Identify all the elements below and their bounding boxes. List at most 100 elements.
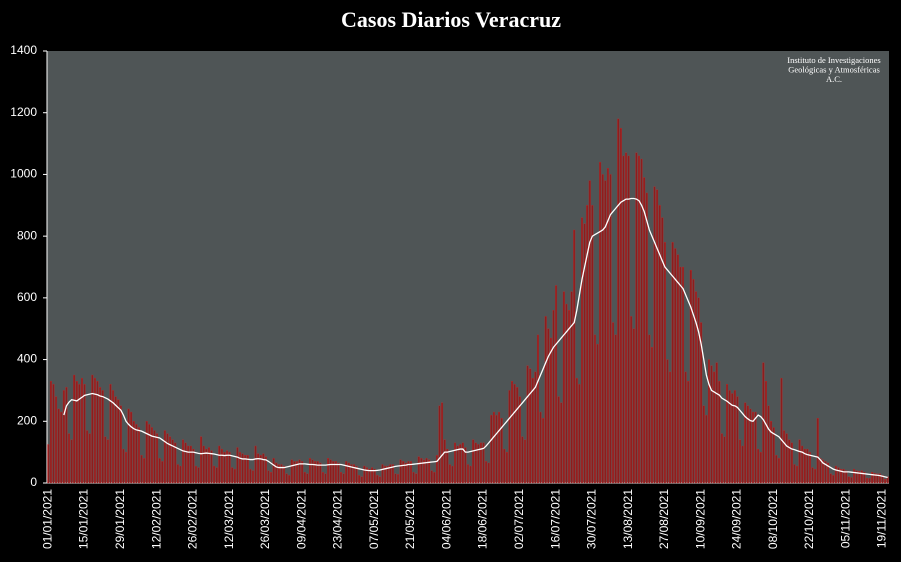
y-tick-label: 200 (17, 413, 37, 427)
bar (467, 464, 469, 484)
bar (314, 461, 317, 484)
bar (347, 462, 350, 484)
bar (340, 472, 343, 484)
bar (438, 405, 441, 484)
x-tick-label: 01/01/2021 (40, 489, 54, 549)
bar (254, 445, 257, 484)
bar (788, 439, 791, 484)
bar (420, 458, 423, 484)
bar (772, 427, 775, 484)
bar (741, 445, 744, 484)
bar (588, 180, 591, 484)
bar (692, 279, 695, 484)
bar (617, 118, 620, 484)
bar (593, 334, 596, 484)
bar (308, 458, 311, 484)
annotation: Instituto de Investigaciones (787, 55, 880, 65)
x-tick-label: 04/06/2021 (439, 489, 453, 549)
bar (365, 467, 368, 484)
bar (283, 465, 286, 484)
bar (386, 465, 389, 484)
bar (220, 448, 223, 484)
bar (539, 411, 542, 484)
bar (70, 439, 73, 484)
bar (853, 468, 856, 484)
bar (656, 189, 659, 484)
x-tick-label: 07/05/2021 (367, 489, 381, 549)
bar (425, 458, 428, 484)
bar (389, 464, 392, 484)
bar (150, 427, 153, 484)
bar (627, 155, 630, 484)
bar (689, 269, 692, 484)
bar (578, 384, 581, 484)
bar (161, 461, 164, 484)
bar (62, 390, 65, 484)
chart-title: Casos Diarios Veracruz (341, 7, 561, 32)
bar (99, 387, 102, 484)
bar (125, 451, 127, 484)
bar (244, 455, 247, 484)
bar (570, 291, 573, 484)
x-tick-label: 13/08/2021 (621, 489, 635, 549)
bar (73, 374, 76, 484)
bar (713, 371, 716, 484)
bar (840, 468, 843, 484)
bar (863, 472, 866, 484)
moving-average-line (63, 197, 888, 479)
bar (246, 455, 249, 484)
bar (829, 473, 832, 484)
bar (223, 451, 226, 484)
x-tick-label: 12/03/2021 (222, 489, 236, 549)
bar (777, 458, 780, 484)
bar (871, 472, 874, 484)
bar (599, 161, 602, 484)
y-tick-label: 0 (30, 475, 37, 489)
bar (52, 384, 55, 484)
bar (360, 476, 363, 484)
bar (306, 473, 309, 484)
bar (298, 459, 301, 484)
bar (228, 451, 231, 484)
bar (487, 462, 490, 484)
bar (316, 461, 319, 484)
bar (500, 418, 503, 484)
annotation: Geológicas y Atmosféricas (788, 64, 880, 74)
bar (669, 371, 672, 484)
bar (635, 152, 638, 484)
bar (710, 365, 713, 484)
bar (399, 459, 402, 484)
y-tick-label: 1400 (10, 43, 37, 57)
bar (511, 381, 514, 484)
bar (847, 476, 850, 484)
bar (606, 168, 609, 484)
bar (529, 368, 532, 484)
bar (137, 427, 140, 484)
bar (837, 467, 840, 484)
bar (329, 459, 332, 484)
bar (280, 464, 283, 484)
bar (658, 205, 661, 484)
bar (148, 424, 151, 484)
bar (612, 322, 615, 484)
bar (643, 177, 646, 484)
bar (736, 396, 739, 484)
x-tick-label: 02/07/2021 (512, 489, 526, 549)
bar (187, 445, 190, 484)
bar (878, 473, 881, 484)
bar (184, 442, 187, 484)
bar (505, 451, 508, 484)
bar (640, 158, 643, 484)
bar (809, 451, 811, 484)
bar (609, 174, 612, 484)
bar (806, 448, 809, 484)
bar (303, 472, 306, 484)
bar (397, 474, 400, 484)
bar (83, 384, 86, 484)
bar (334, 461, 337, 484)
bar (117, 399, 120, 484)
x-tick-label: 09/04/2021 (294, 489, 308, 549)
bar (337, 462, 340, 484)
bar (757, 448, 760, 484)
